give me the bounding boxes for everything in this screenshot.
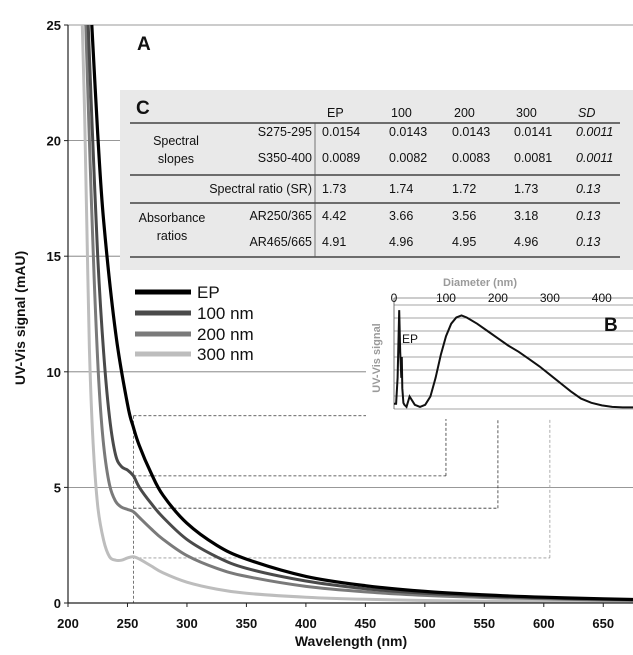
x-tick-label-300: 300 [176,616,198,631]
cell-sr-200: 1.72 [452,182,476,196]
y-tick-label-10: 10 [47,365,61,380]
cell-sr-sd: 0.13 [576,182,600,196]
cell-ar465-300: 4.96 [514,235,538,249]
x-tick-label-600: 600 [533,616,555,631]
legend-label-100: 100 nm [197,304,254,323]
x-tick-label-550: 550 [473,616,495,631]
panel-c-table: C EP 100 200 300 SD Spectral slopes Abso… [120,90,633,270]
cell-s275-sd: 0.0011 [576,125,613,139]
cell-s275-100: 0.0143 [389,125,427,139]
col-header-ep: EP [327,106,344,120]
row-label-ar465: AR465/665 [249,235,312,249]
y-tick-label-15: 15 [47,249,61,264]
cell-ar465-100: 4.96 [389,235,413,249]
row-label-ar250: AR250/365 [249,209,312,223]
cell-ar250-100: 3.66 [389,209,413,223]
legend-label-ep: EP [197,283,220,302]
x-tick-label-450: 450 [355,616,377,631]
group-label-absorb-2: ratios [157,229,188,243]
axes: 0 5 10 15 20 25 200 250 300 350 400 450 500 550 600 650 [47,18,633,631]
cell-s275-200: 0.0143 [452,125,490,139]
cell-ar465-sd: 0.13 [576,235,600,249]
series-line-100-nm [86,24,633,602]
inset-x-tick-label-300: 300 [540,291,560,305]
cell-ar250-sd: 0.13 [576,209,600,223]
cell-s350-100: 0.0082 [389,151,427,165]
series-line-200-nm [84,24,633,602]
legend-label-200: 200 nm [197,325,254,344]
cell-sr-ep: 1.73 [322,182,346,196]
table-background [120,90,633,270]
series-line-ep [90,24,633,602]
y-tick-label-0: 0 [54,596,61,611]
cell-s275-ep: 0.0154 [322,125,360,139]
cell-s350-ep: 0.0089 [322,151,360,165]
col-header-sd: SD [578,106,595,120]
inset-ep-label: EP [402,332,418,346]
cell-ar250-200: 3.56 [452,209,476,223]
inset-ticks: 0 100 200 300 400 [391,291,613,305]
inset-series-line [394,310,633,409]
inset-x-tick-label-400: 400 [592,291,612,305]
cell-ar250-ep: 4.42 [322,209,346,223]
panel-b-label: B [604,315,618,336]
group-label-spectral-2: slopes [158,152,194,166]
x-tick-label-200: 200 [57,616,79,631]
group-label-spectral-1: Spectral [153,134,199,148]
y-tick-label-20: 20 [47,134,61,149]
col-header-300: 300 [516,106,537,120]
inset-x-tick-label-0: 0 [391,291,398,305]
inset-x-tick-label-200: 200 [488,291,508,305]
x-tick-label-650: 650 [592,616,614,631]
y-axis-label: UV-Vis signal (mAU) [12,251,28,385]
cell-ar465-200: 4.95 [452,235,476,249]
cell-s350-200: 0.0083 [452,151,490,165]
cell-s350-sd: 0.0011 [576,151,613,165]
inset-x-tick-label-100: 100 [436,291,456,305]
series-lines [80,24,633,604]
x-axis-label: Wavelength (nm) [295,633,407,649]
x-tick-label-250: 250 [117,616,139,631]
col-header-100: 100 [391,106,412,120]
legend-label-300: 300 nm [197,345,254,364]
x-tick-label-500: 500 [414,616,436,631]
panel-b-inset: Diameter (nm) UV-Vis signal 0 100 200 300 40… [366,272,633,419]
cell-sr-300: 1.73 [514,182,538,196]
cell-s350-300: 0.0081 [514,151,552,165]
inset-title: Diameter (nm) [443,277,517,289]
group-label-absorb-1: Absorbance [139,211,206,225]
row-label-s350: S350-400 [258,151,312,165]
row-label-sr: Spectral ratio (SR) [209,182,312,196]
panel-a-label: A [137,34,151,55]
y-tick-label-5: 5 [54,480,61,495]
y-tick-label-25: 25 [47,18,61,33]
inset-background [366,272,633,419]
x-tick-label-350: 350 [236,616,258,631]
col-header-200: 200 [454,106,475,120]
cell-s275-300: 0.0141 [514,125,552,139]
row-label-s275: S275-295 [258,125,312,139]
cell-sr-100: 1.74 [389,182,413,196]
x-tick-label-400: 400 [295,616,317,631]
inset-y-label: UV-Vis signal [371,323,383,393]
cell-ar250-300: 3.18 [514,209,538,223]
series-line-300-nm [80,24,633,604]
panel-c-label: C [136,98,150,119]
legend: EP 100 nm 200 nm 300 nm [135,283,254,364]
cell-ar465-ep: 4.91 [322,235,346,249]
